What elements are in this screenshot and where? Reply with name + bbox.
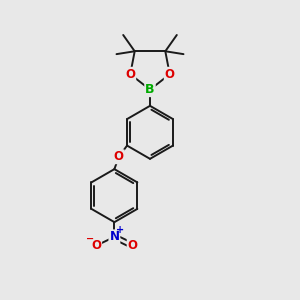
- Text: N: N: [110, 230, 119, 243]
- Text: O: O: [128, 239, 138, 252]
- Text: O: O: [91, 239, 101, 252]
- Text: −: −: [86, 234, 94, 244]
- Text: O: O: [125, 68, 135, 81]
- Text: O: O: [165, 68, 175, 81]
- Text: O: O: [114, 150, 124, 163]
- Text: +: +: [116, 225, 124, 236]
- Text: B: B: [145, 83, 155, 96]
